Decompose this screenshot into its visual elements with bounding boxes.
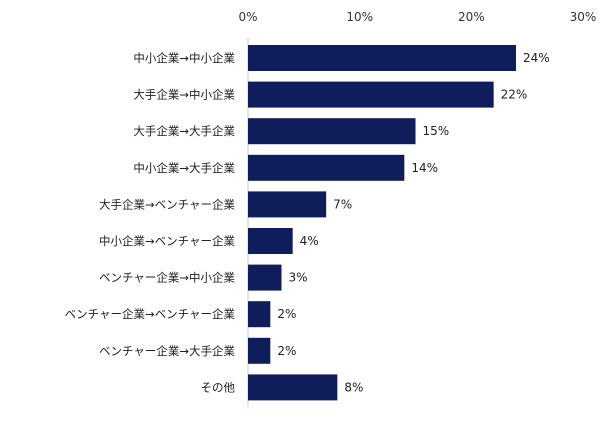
category-label: ベンチャー企業→中小企業 [99, 271, 236, 285]
data-label: 3% [289, 271, 308, 285]
data-label: 4% [300, 234, 319, 248]
category-label: ベンチャー企業→大手企業 [99, 344, 236, 358]
bar [248, 264, 282, 291]
category-label: 中小企業→ベンチャー企業 [99, 234, 236, 248]
bar [248, 301, 271, 328]
category-label: 大手企業→ベンチャー企業 [99, 197, 236, 211]
x-tick-label: 0% [238, 10, 257, 24]
data-label: 7% [333, 197, 352, 211]
data-label: 8% [344, 380, 363, 394]
bar [248, 337, 271, 364]
data-label: 2% [277, 307, 296, 321]
category-label: 大手企業→大手企業 [133, 124, 235, 138]
data-label: 15% [423, 124, 450, 138]
bar [248, 118, 416, 145]
data-label: 22% [501, 88, 528, 102]
x-tick-label: 20% [458, 10, 485, 24]
data-label: 24% [523, 51, 550, 65]
category-label: 中小企業→中小企業 [133, 51, 235, 65]
bar [248, 45, 516, 71]
bar [248, 81, 494, 108]
x-tick-label: 30% [570, 10, 597, 24]
bar [248, 154, 405, 181]
bar [248, 191, 327, 218]
bar [248, 374, 338, 401]
bar [248, 228, 293, 254]
category-label: ベンチャー企業→ベンチャー企業 [65, 307, 236, 321]
x-tick-label: 10% [346, 10, 373, 24]
data-label: 14% [411, 161, 438, 175]
category-label: 中小企業→大手企業 [133, 161, 235, 175]
category-label: 大手企業→中小企業 [133, 88, 235, 102]
data-label: 2% [277, 344, 296, 358]
category-label: その他 [201, 380, 236, 394]
